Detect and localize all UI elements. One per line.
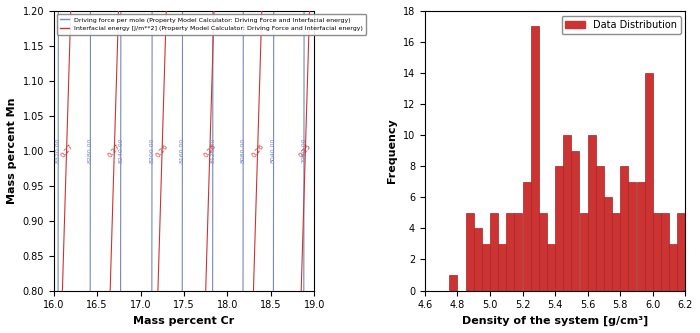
- Text: 8280.00: 8280.00: [88, 138, 93, 164]
- Bar: [685, 259, 693, 290]
- Bar: [482, 244, 490, 290]
- Bar: [523, 182, 531, 290]
- Bar: [588, 135, 596, 290]
- X-axis label: Mass percent Cr: Mass percent Cr: [134, 316, 234, 326]
- Y-axis label: Frequency: Frequency: [387, 118, 397, 183]
- Bar: [620, 166, 628, 290]
- Text: 8240.00: 8240.00: [118, 138, 123, 164]
- Bar: [449, 275, 457, 290]
- Bar: [612, 213, 620, 290]
- Bar: [555, 166, 563, 290]
- Text: 7960.00: 7960.00: [302, 138, 307, 164]
- Bar: [604, 197, 612, 290]
- Bar: [490, 213, 498, 290]
- Legend: Data Distribution: Data Distribution: [561, 16, 680, 34]
- Bar: [669, 244, 677, 290]
- Text: 8040.00: 8040.00: [271, 138, 276, 164]
- Bar: [645, 73, 652, 290]
- Text: 8120.00: 8120.00: [210, 138, 216, 164]
- Y-axis label: Mass percent Mn: Mass percent Mn: [7, 98, 17, 204]
- Bar: [629, 182, 636, 290]
- Bar: [653, 213, 661, 290]
- Text: 0.26: 0.26: [251, 143, 265, 159]
- Text: 8200.00: 8200.00: [150, 138, 155, 164]
- X-axis label: Density of the system [g/cm³]: Density of the system [g/cm³]: [462, 316, 648, 326]
- Bar: [531, 27, 539, 290]
- Bar: [636, 182, 645, 290]
- Text: 0.25: 0.25: [298, 143, 313, 159]
- Text: 0.26: 0.26: [202, 143, 217, 159]
- Bar: [694, 228, 700, 290]
- Bar: [661, 213, 669, 290]
- Text: 8320.00: 8320.00: [56, 138, 61, 164]
- Text: 0.26: 0.26: [155, 143, 169, 159]
- Bar: [506, 213, 514, 290]
- Text: 8080.00: 8080.00: [241, 138, 246, 164]
- Bar: [498, 244, 506, 290]
- Bar: [466, 213, 473, 290]
- Text: 0.27: 0.27: [60, 143, 74, 159]
- Bar: [539, 213, 547, 290]
- Legend: Driving force per mole (Property Model Calculator: Driving Force and Interfacial: Driving force per mole (Property Model C…: [57, 14, 366, 35]
- Bar: [571, 151, 580, 290]
- Bar: [596, 166, 604, 290]
- Bar: [580, 213, 587, 290]
- Text: 8160.00: 8160.00: [180, 138, 185, 164]
- Bar: [547, 244, 555, 290]
- Bar: [474, 228, 482, 290]
- Bar: [564, 135, 571, 290]
- Text: 0.27: 0.27: [107, 143, 122, 159]
- Bar: [514, 213, 522, 290]
- Bar: [677, 213, 685, 290]
